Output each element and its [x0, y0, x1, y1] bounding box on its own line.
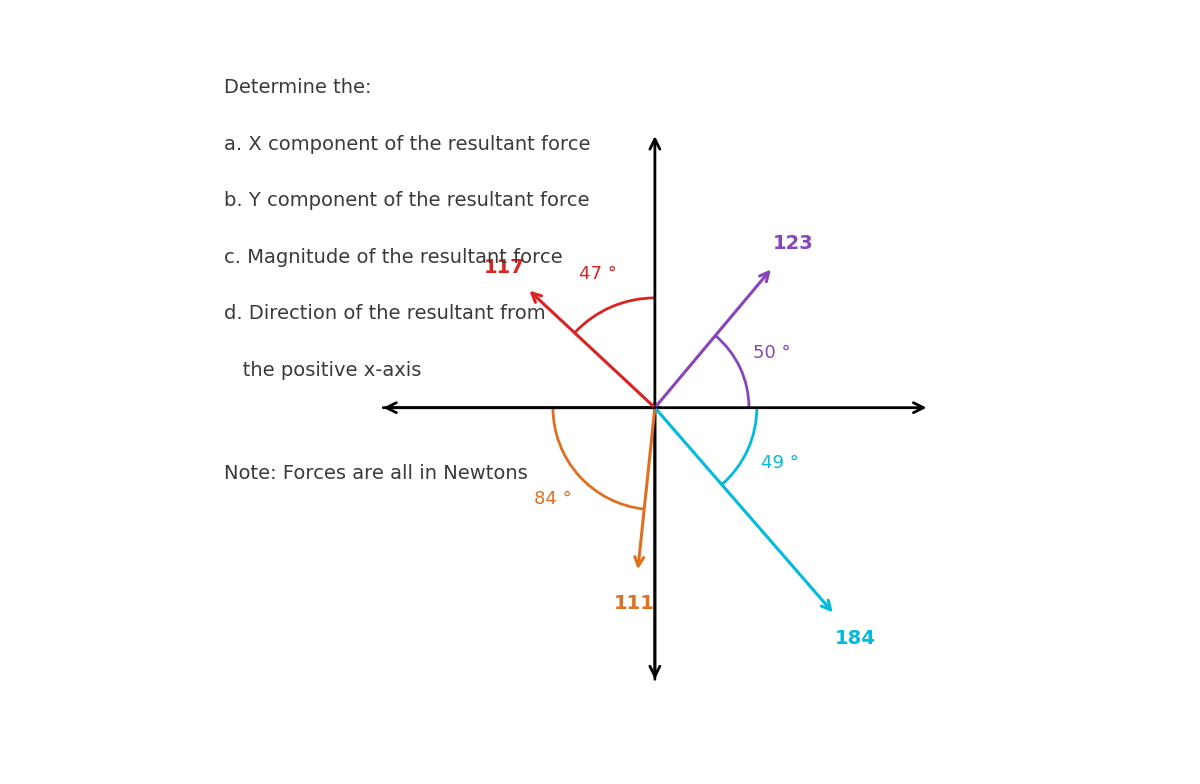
Text: 84 °: 84 °: [534, 491, 571, 509]
Text: 117: 117: [484, 258, 524, 277]
Text: Determine the:: Determine the:: [223, 78, 371, 97]
Text: 184: 184: [835, 629, 876, 648]
Text: the positive x-axis: the positive x-axis: [223, 361, 421, 379]
Text: 49 °: 49 °: [761, 455, 799, 473]
Text: Note: Forces are all in Newtons: Note: Forces are all in Newtons: [223, 464, 528, 483]
Text: c. Magnitude of the resultant force: c. Magnitude of the resultant force: [223, 248, 563, 267]
Text: 123: 123: [773, 234, 814, 252]
Text: 111: 111: [614, 593, 655, 613]
Text: 47 °: 47 °: [580, 265, 617, 283]
Text: 50 °: 50 °: [754, 344, 791, 362]
Text: d. Direction of the resultant from: d. Direction of the resultant from: [223, 304, 545, 323]
Text: a. X component of the resultant force: a. X component of the resultant force: [223, 135, 590, 154]
Text: b. Y component of the resultant force: b. Y component of the resultant force: [223, 191, 589, 210]
